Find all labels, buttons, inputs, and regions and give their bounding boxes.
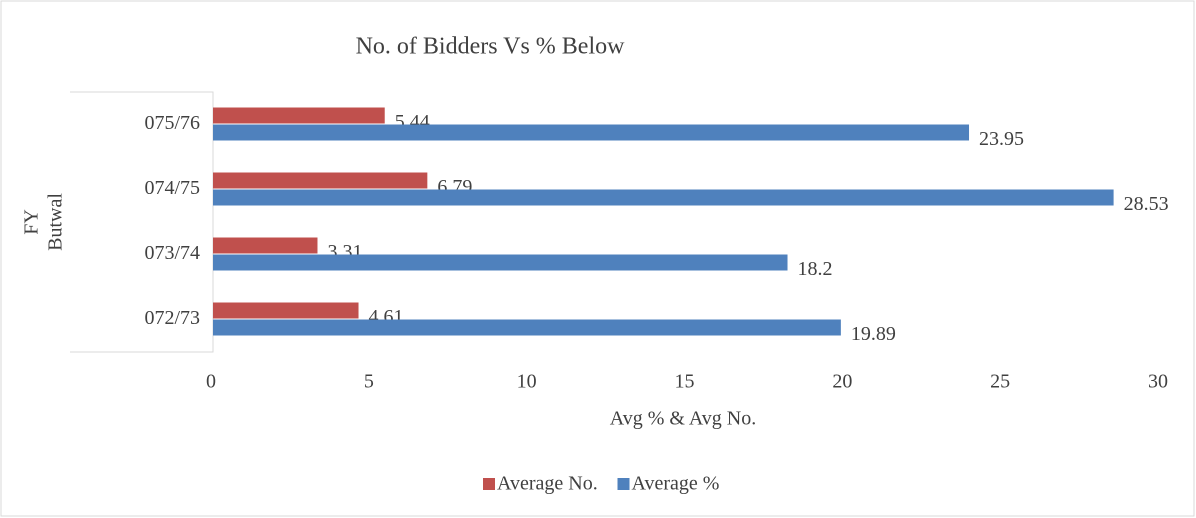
x-tick-label: 20 xyxy=(832,371,852,393)
data-label: 18.2 xyxy=(798,258,833,280)
y-tick-label: 072/73 xyxy=(144,307,200,329)
group-label: Butwal xyxy=(45,193,67,251)
bar xyxy=(213,302,359,319)
legend-label: Average % xyxy=(632,473,720,495)
category-frame xyxy=(70,91,214,353)
bar xyxy=(213,172,428,189)
x-tick-label: 30 xyxy=(1148,371,1168,393)
y-tick-label: 075/76 xyxy=(144,112,200,134)
legend-swatch xyxy=(617,478,630,490)
y-axis-label: FY xyxy=(21,209,43,235)
x-tick-label: 0 xyxy=(206,371,216,393)
chart-title: No. of Bidders Vs % Below xyxy=(356,34,626,60)
x-tick-label: 5 xyxy=(364,371,374,393)
bar xyxy=(213,124,970,141)
x-tick-label: 25 xyxy=(990,371,1010,393)
legend-label: Average No. xyxy=(497,473,598,495)
bar xyxy=(213,254,788,271)
y-tick-label: 073/74 xyxy=(144,242,200,264)
x-tick-label: 10 xyxy=(517,371,537,393)
legend-swatch xyxy=(483,478,495,490)
data-label: 23.95 xyxy=(979,128,1024,150)
bar xyxy=(213,237,318,254)
x-tick-label: 15 xyxy=(675,371,695,393)
data-label: 19.89 xyxy=(851,323,896,345)
bar xyxy=(213,107,385,124)
bar xyxy=(213,319,841,336)
x-axis-label: Avg % & Avg No. xyxy=(610,408,756,430)
data-label: 28.53 xyxy=(1124,193,1169,215)
bar xyxy=(213,189,1114,206)
y-tick-label: 074/75 xyxy=(144,177,200,199)
